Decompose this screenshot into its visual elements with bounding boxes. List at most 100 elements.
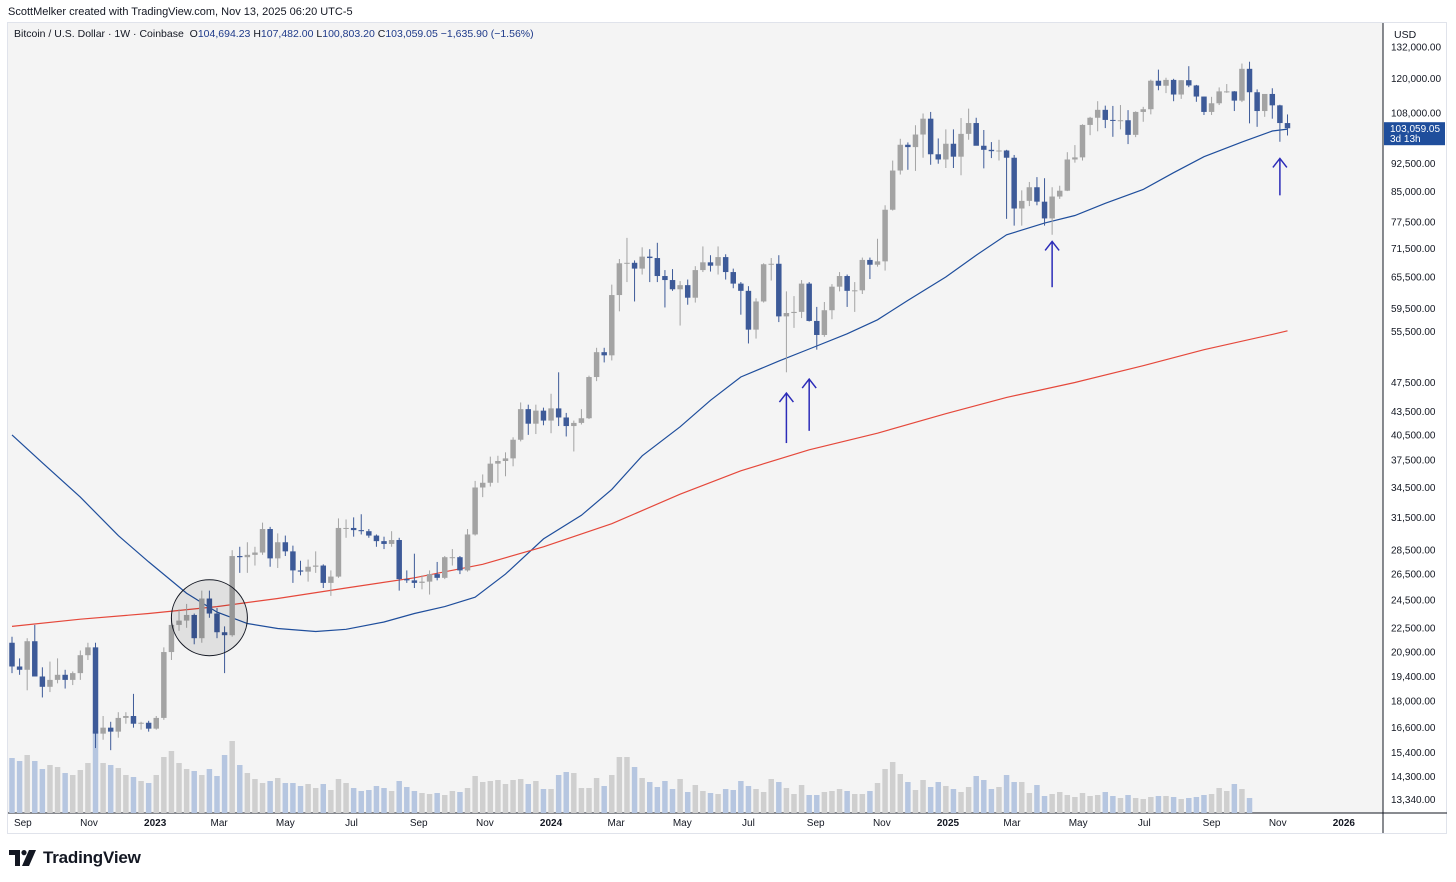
currency-label[interactable]: USD	[1394, 29, 1417, 41]
candle-body	[517, 409, 524, 440]
candle-body	[1003, 150, 1010, 158]
candle-body	[9, 642, 15, 667]
volume-bar	[1155, 796, 1162, 813]
candle-body	[1102, 109, 1109, 120]
annotation-circle	[170, 579, 248, 657]
time-tick-label: Nov	[1269, 818, 1287, 829]
candle-body	[1094, 109, 1101, 118]
candle-body	[267, 529, 273, 559]
price-tick-label: 59,500.00	[1391, 304, 1436, 315]
time-axis[interactable]: Sep Nov 2023 Mar May Jul Sep Nov 2024 Mar May Jul Se…	[14, 818, 1355, 829]
candle-body	[776, 263, 782, 317]
candle-body	[85, 647, 91, 656]
candle-body	[578, 418, 585, 423]
symbol-legend[interactable]: Bitcoin / U.S. Dollar · 1W · Coinbase O1…	[14, 28, 534, 40]
time-tick-label: Sep	[14, 818, 32, 829]
candle-body	[996, 150, 1002, 152]
candle-body	[745, 290, 752, 330]
price-tick-label: 40,500.00	[1391, 430, 1436, 441]
candle-body	[943, 143, 949, 160]
volume-bar	[753, 789, 759, 813]
volume-bar	[609, 775, 615, 813]
volume-bar	[996, 787, 1002, 813]
candle-body	[624, 262, 630, 264]
candle-body	[1163, 79, 1169, 86]
candle-body	[821, 310, 828, 335]
volume-bar	[1041, 796, 1048, 813]
volume-bar	[176, 763, 182, 813]
volume-bar	[464, 788, 471, 813]
volume-bar	[282, 783, 289, 813]
volume-bar	[578, 788, 585, 813]
price-tick-label: 22,500.00	[1391, 623, 1436, 634]
volume-bar	[935, 782, 941, 813]
candle-body	[495, 460, 501, 464]
candle-body	[115, 717, 122, 732]
volume-bar	[1125, 795, 1131, 813]
candle-body	[1178, 80, 1184, 95]
candle-body	[905, 144, 911, 148]
bar-countdown: 3d 13h	[1390, 134, 1421, 145]
volume-bar	[168, 751, 175, 813]
price-tick-label: 120,000.00	[1391, 74, 1441, 85]
footer: TradingView	[9, 848, 141, 868]
price-axis[interactable]: 132,000.00 120,000.00 108,000.00 92,500.00 8…	[1391, 42, 1441, 805]
candle-body	[221, 632, 228, 636]
candle-body	[1072, 157, 1078, 160]
volume-bar	[214, 776, 220, 813]
candle-body	[54, 674, 61, 680]
candle-body	[692, 270, 699, 298]
candle-body	[1261, 93, 1268, 112]
candle-body	[297, 570, 304, 572]
volume-bar	[1178, 799, 1184, 813]
close-label: C	[377, 28, 386, 40]
time-tick-label: 2025	[937, 818, 960, 829]
volume-bar	[555, 775, 562, 813]
volume-bar	[981, 780, 987, 813]
volume-bar	[943, 786, 949, 813]
volume-bar	[525, 784, 532, 813]
candle-body	[593, 352, 600, 378]
candle-body	[290, 551, 296, 571]
candle-body	[973, 123, 979, 146]
volume-series	[9, 731, 1253, 813]
volume-bar	[1246, 798, 1253, 813]
volume-bar	[958, 792, 964, 813]
candle-body	[237, 556, 243, 558]
annotations	[170, 157, 1288, 657]
candle-body	[920, 118, 926, 135]
volume-bar	[745, 786, 752, 813]
volume-bar	[381, 788, 387, 813]
candle-body	[16, 666, 23, 670]
candle-body	[631, 262, 638, 269]
candle-body	[282, 542, 289, 552]
price-tick-label: 37,500.00	[1391, 456, 1436, 467]
candle-body	[1148, 80, 1154, 110]
plot-area[interactable]	[8, 23, 1383, 813]
volume-bar	[47, 765, 53, 813]
volume-bar	[449, 791, 456, 813]
candle-body	[1132, 111, 1139, 135]
volume-bar	[206, 769, 213, 813]
volume-bar	[274, 778, 281, 813]
candle-body	[768, 263, 774, 265]
volume-bar	[358, 791, 364, 813]
price-tick-label: 18,000.00	[1391, 697, 1436, 708]
candle-body	[145, 722, 152, 729]
volume-bar	[495, 780, 501, 813]
volume-bar	[1064, 795, 1071, 813]
volume-bar	[290, 783, 296, 813]
candle-body	[730, 272, 736, 284]
volume-bar	[62, 773, 68, 813]
volume-bar	[373, 786, 380, 813]
volume-bar	[920, 780, 926, 813]
volume-bar	[677, 779, 683, 813]
volume-bar	[1117, 798, 1124, 813]
volume-bar	[829, 791, 835, 813]
volume-bar	[1019, 782, 1025, 813]
candle-body	[1056, 190, 1063, 197]
volume-bar	[722, 789, 729, 813]
volume-bar	[821, 792, 828, 813]
price-tick-label: 31,500.00	[1391, 513, 1436, 524]
